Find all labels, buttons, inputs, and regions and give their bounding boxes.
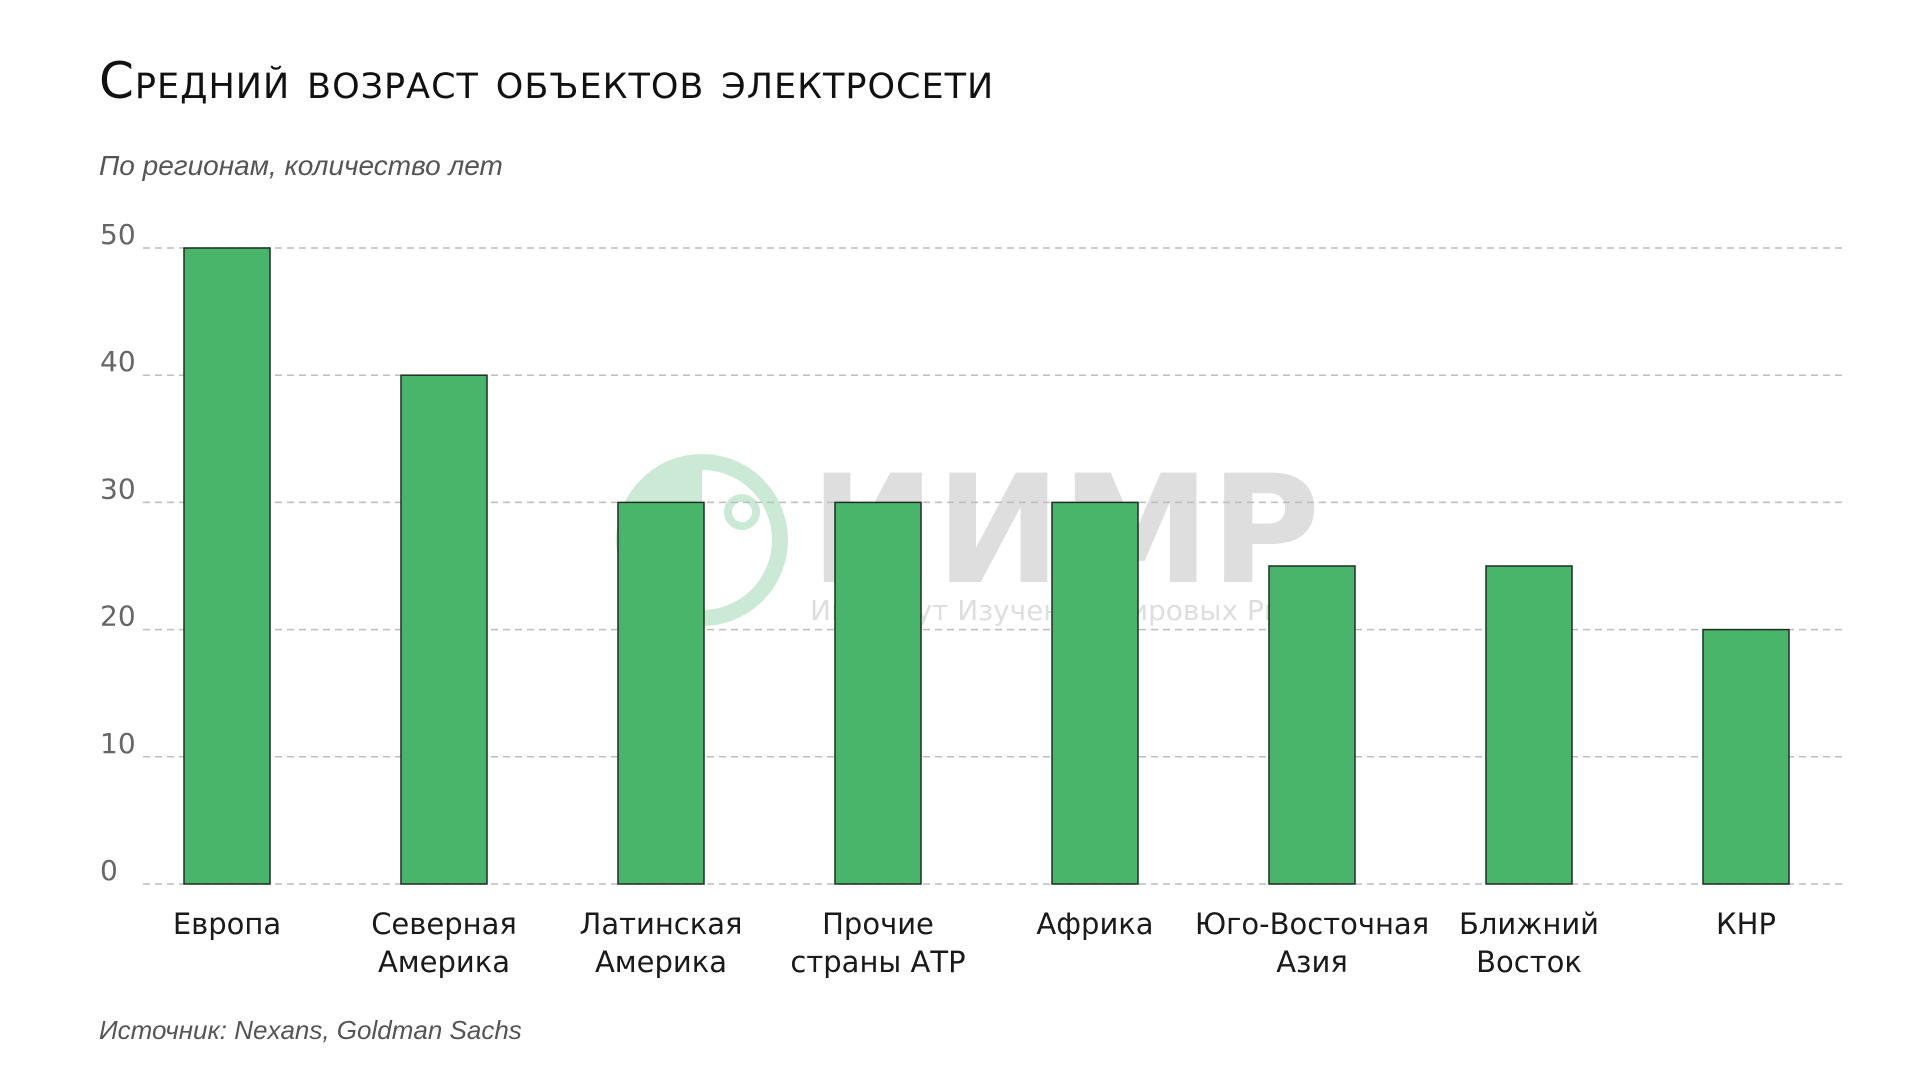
x-axis-labels: Европа Северная Америка Латинская Америка Про…: [173, 907, 1776, 979]
chart-subtitle: По регионам, количество лет: [99, 150, 503, 181]
x-category-label: Ближний Восток: [1459, 907, 1599, 979]
y-tick-label: 30: [100, 472, 136, 505]
y-tick-label: 0: [100, 854, 118, 887]
source-note: Источник: Nexans, Goldman Sachs: [99, 1015, 522, 1045]
bar: [834, 501, 922, 885]
bars: [183, 247, 1790, 885]
bar: [1268, 565, 1356, 885]
watermark: ИИМР Институт Изучения Мировых Рынков: [616, 444, 1355, 627]
bar: [183, 247, 271, 885]
x-category-label: КНР: [1716, 907, 1776, 941]
x-category-label: Латинская Америка: [580, 907, 743, 979]
bar: [1702, 628, 1790, 885]
x-category-label: Прочие страны АТР: [790, 907, 965, 979]
y-tick-label: 20: [100, 600, 136, 633]
bar: [1485, 565, 1573, 885]
x-category-label: Европа: [173, 907, 281, 941]
x-category-label: Юго-Восточная Азия: [1195, 907, 1429, 979]
y-tick-label: 10: [100, 727, 136, 760]
bar: [617, 501, 705, 885]
y-axis-ticks: 0 10 20 30 40 50: [100, 218, 136, 887]
x-category-label: Африка: [1036, 907, 1153, 941]
y-tick-label: 40: [100, 345, 136, 378]
bar: [400, 374, 488, 885]
y-tick-label: 50: [100, 218, 136, 251]
bar: [1051, 501, 1139, 885]
x-category-label: Северная Америка: [371, 907, 517, 979]
chart-title: Средний возраст объектов электросети: [99, 52, 995, 110]
